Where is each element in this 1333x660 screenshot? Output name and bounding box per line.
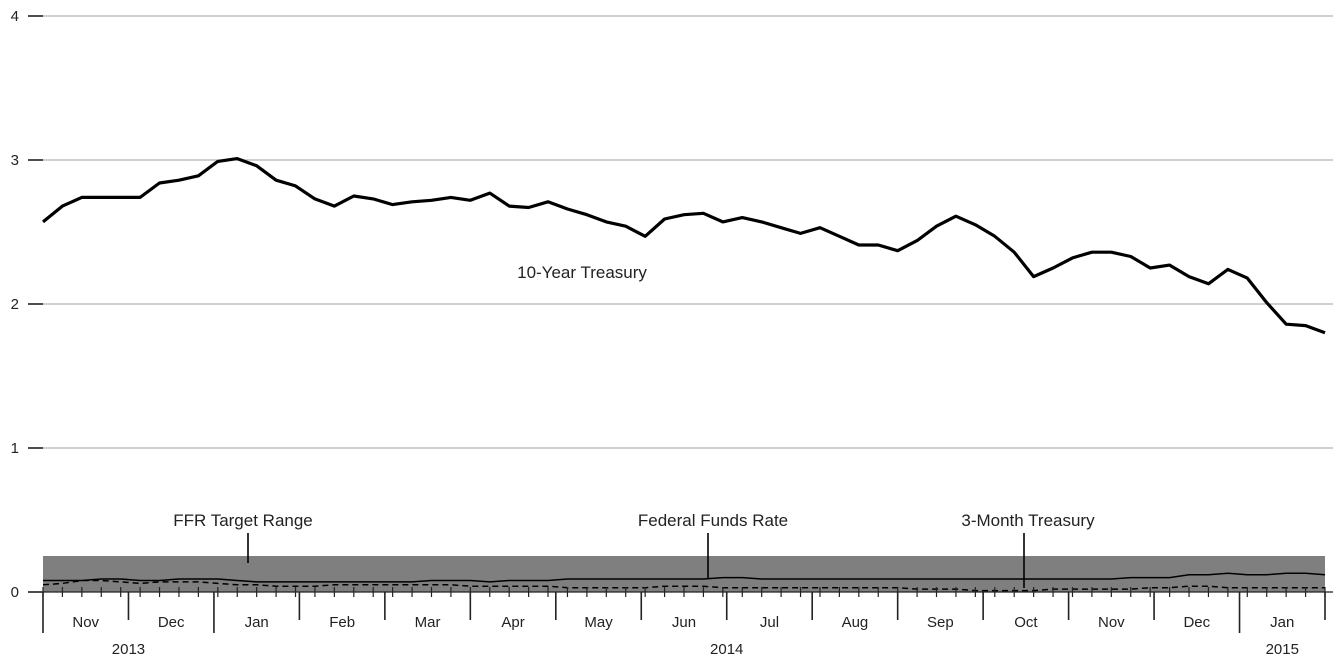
x-month-label-3: Feb <box>329 614 355 631</box>
series-federal-funds-rate <box>43 572 1326 583</box>
series-3-month-treasury <box>42 579 1325 592</box>
x-month-label-8: Jul <box>760 614 779 631</box>
x-year-label-2015: 2015 <box>1266 641 1299 658</box>
x-month-label-4: Mar <box>415 614 441 631</box>
label-10-year-treasury: 10-Year Treasury <box>517 263 647 282</box>
grid-layer: 0 1 2 3 4 <box>11 8 1333 601</box>
y-tick-label-4: 4 <box>11 8 19 25</box>
x-year-label-2013: 2013 <box>112 641 145 658</box>
x-month-label-2: Jan <box>245 614 269 631</box>
label-layer: 10-Year Treasury FFR Target Range Federal … <box>173 263 1095 588</box>
x-month-label-7: Jun <box>672 614 696 631</box>
y-tick-label-1: 1 <box>11 440 19 457</box>
series-10-year-treasury <box>41 157 1326 335</box>
x-month-label-1: Dec <box>158 614 185 631</box>
x-month-label-11: Oct <box>1014 614 1038 631</box>
series-layer <box>41 157 1326 592</box>
label-3-month-treasury: 3-Month Treasury <box>961 511 1095 530</box>
y-tick-label-0: 0 <box>11 584 19 601</box>
x-month-label-13: Dec <box>1183 614 1210 631</box>
x-axis: Nov Dec Jan Feb Mar Apr May Jun Jul Aug Sep Oct Nov D… <box>42 587 1333 658</box>
label-ffr-target-range: FFR Target Range <box>173 511 313 530</box>
x-month-label-5: Apr <box>501 614 524 631</box>
x-month-label-12: Nov <box>1098 614 1125 631</box>
x-month-label-10: Sep <box>927 614 954 631</box>
x-month-label-9: Aug <box>842 614 869 631</box>
y-tick-label-2: 2 <box>11 296 19 313</box>
x-year-label-2014: 2014 <box>710 641 743 658</box>
x-month-label-0: Nov <box>72 614 99 631</box>
x-month-label-14: Jan <box>1270 614 1294 631</box>
label-federal-funds-rate: Federal Funds Rate <box>638 511 788 530</box>
y-tick-label-3: 3 <box>11 152 19 169</box>
x-month-label-6: May <box>584 614 613 631</box>
